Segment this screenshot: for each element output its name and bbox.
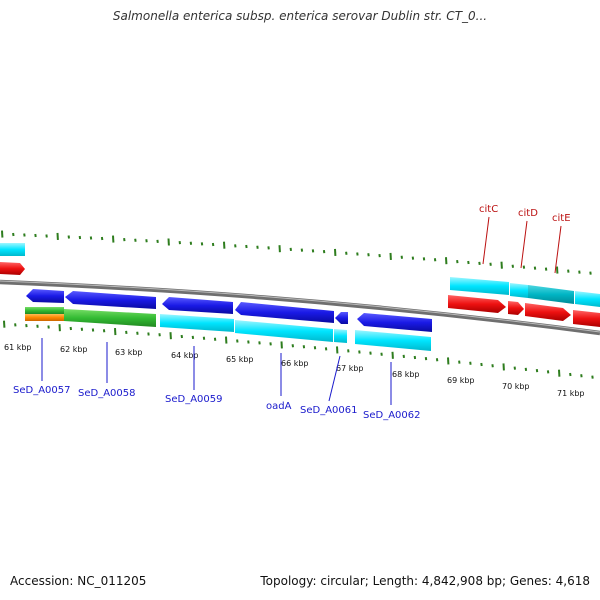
kbp-label: 61 kbp (4, 343, 32, 352)
gene-cyan-oadA[interactable] (235, 320, 333, 342)
cds-red-partial-left[interactable] (0, 262, 25, 275)
gene-label-SeD_A0062[interactable]: SeD_A0062 (363, 410, 421, 421)
genome-backbone (0, 279, 600, 336)
kbp-label: 71 kbp (557, 389, 585, 398)
gene-cyan-A0062[interactable] (355, 330, 431, 351)
cds-SeD_A0057[interactable] (26, 289, 64, 303)
outer-tick-row (1, 230, 592, 275)
kbp-label: 63 kbp (115, 348, 143, 357)
leader-line (482, 216, 490, 265)
cds-SeD_A0059[interactable] (162, 297, 233, 314)
gene-cyan-citC[interactable] (450, 277, 509, 295)
kbp-label: 66 kbp (281, 359, 309, 368)
kbp-label: 65 kbp (226, 355, 254, 364)
kbp-label: 68 kbp (392, 370, 420, 379)
cds-citE[interactable] (525, 303, 571, 321)
leader-line (554, 225, 562, 274)
kbp-label: 64 kbp (171, 351, 199, 360)
leader-line (328, 355, 341, 402)
gene-label-SeD_A0057[interactable]: SeD_A0057 (13, 385, 71, 396)
cds-citD[interactable] (508, 301, 524, 315)
cds-oadA[interactable] (235, 302, 334, 323)
gene-label-SeD_A0061[interactable]: SeD_A0061 (300, 405, 358, 416)
gene-cyan-A0059[interactable] (160, 314, 234, 332)
cds-SeD_A0062[interactable] (357, 313, 432, 332)
map-title: Salmonella enterica subsp. enterica sero… (112, 9, 488, 23)
gene-green-A0058[interactable] (64, 309, 156, 327)
gene-orange-A0057[interactable] (25, 314, 64, 321)
kbp-label: 70 kbp (502, 382, 530, 391)
gene-label-oadA[interactable]: oadA (266, 401, 292, 412)
kbp-label: 62 kbp (60, 345, 88, 354)
gene-cyan-right-edge[interactable] (575, 291, 600, 307)
cds-citC[interactable] (448, 295, 506, 313)
gene-cyan-A0061[interactable] (334, 329, 347, 343)
gene-cyan-citD[interactable] (510, 283, 528, 298)
gene-teal-citE[interactable] (528, 285, 574, 304)
gene-label-citD[interactable]: citD (518, 208, 538, 219)
gene-green-A0057[interactable] (25, 307, 64, 314)
cds-cyan-partial-left[interactable] (0, 243, 25, 256)
cds-red-right-edge[interactable] (573, 310, 600, 327)
kbp-label: 69 kbp (447, 376, 475, 385)
gene-label-SeD_A0058[interactable]: SeD_A0058 (78, 388, 136, 399)
genome-stats-text: Topology: circular; Length: 4,842,908 bp… (260, 574, 590, 588)
inner-tick-row (3, 320, 594, 379)
leader-line (520, 220, 528, 269)
gene-label-citE[interactable]: citE (552, 213, 571, 224)
genome-backbone-highlight (0, 280, 600, 333)
gene-label-citC[interactable]: citC (479, 204, 498, 215)
cds-SeD_A0058[interactable] (65, 291, 156, 309)
accession-text: Accession: NC_011205 (10, 574, 147, 588)
kbp-label: 67 kbp (336, 364, 364, 373)
gene-label-SeD_A0059[interactable]: SeD_A0059 (165, 394, 223, 405)
cds-SeD_A0061[interactable] (335, 312, 348, 324)
